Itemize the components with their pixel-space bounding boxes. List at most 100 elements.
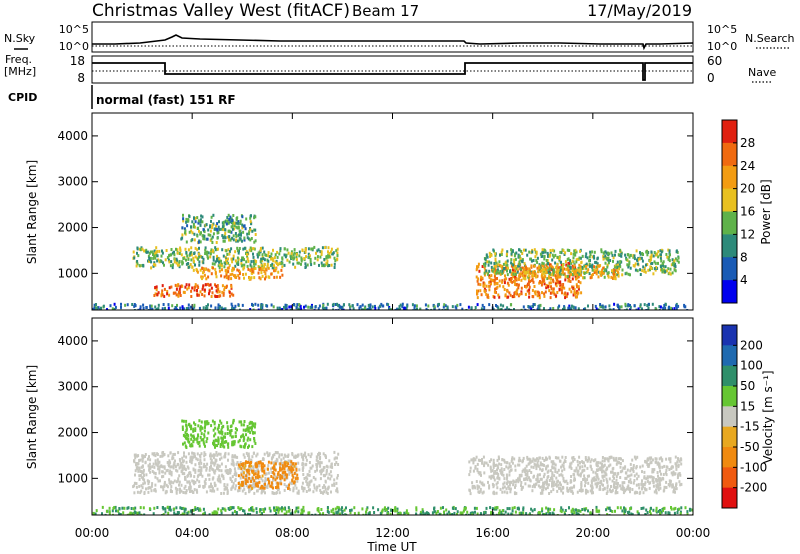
velocity-colorbar-tick-label: 15	[740, 399, 755, 413]
power-colorbar-tick-label: 24	[740, 159, 755, 173]
power-colorbar-segment	[722, 165, 737, 190]
time-axis-tick-label: 12:00	[375, 526, 410, 540]
velocity-colorbar-tick-label: -200	[740, 481, 767, 495]
noise-tick-top-right: 10^5	[707, 23, 737, 36]
power-colorbar-segment	[722, 234, 737, 258]
velocity-ytick-label: 4000	[57, 334, 88, 348]
date-label: 17/May/2019	[587, 1, 692, 20]
time-axis-tick-label: 16:00	[475, 526, 510, 540]
time-axis-title: Time UT	[366, 540, 417, 554]
velocity-colorbar-segment	[722, 325, 737, 346]
power-colorbar-segment	[722, 211, 737, 235]
nsearch-label: N.Search	[745, 32, 795, 45]
power-colorbar-label: Power [dB]	[759, 179, 773, 244]
power-region-7	[518, 264, 620, 281]
velocity-colorbar-tick-label: 200	[740, 338, 763, 352]
power-panel: 1000 2000 3000 4000 Slant Range [km] 4 8 12 16…	[25, 112, 773, 311]
power-colorbar-segment	[722, 120, 737, 144]
nsky-label: N.Sky	[4, 32, 36, 45]
power-colorbar: 4 8 12 16 20 24 28	[721, 119, 755, 304]
power-region-4	[192, 266, 284, 281]
nsky-trace	[92, 34, 694, 51]
power-ytick-label: 2000	[57, 221, 88, 235]
velocity-colorbar-segment	[722, 447, 737, 468]
velocity-colorbar-tick-label: -15	[740, 420, 760, 434]
velocity-colorbar-tick-label: 100	[740, 359, 763, 373]
velocity-colorbar-tick-label: -50	[740, 440, 760, 454]
velocity-region-4	[468, 455, 683, 496]
noise-tick-bottom-right: 10^0	[707, 40, 737, 53]
velocity-colorbar-segment	[722, 365, 737, 387]
power-panel-frame	[91, 112, 694, 311]
velocity-colorbar-segment	[722, 345, 737, 367]
power-colorbar-tick-label: 20	[740, 182, 755, 196]
nave-tick-top: 60	[707, 54, 722, 68]
power-colorbar-tick-label: 16	[740, 205, 755, 219]
noise-tick-top-left: 10^5	[59, 23, 89, 36]
power-y-axis: 1000 2000 3000 4000	[57, 129, 693, 280]
time-axis-tick-label: 04:00	[175, 526, 210, 540]
velocity-ylabel: Slant Range [km]	[25, 365, 39, 469]
noise-panel: N.Sky 10^5 10^0 10^5 10^0 N.Search	[4, 21, 795, 53]
power-region-2	[153, 282, 235, 298]
power-colorbar-segment	[722, 188, 737, 212]
velocity-panel: 1000 2000 3000 4000 Slant Range [km] 200 100…	[25, 317, 775, 516]
velocity-colorbar: 200 100 50 15 -15 -50 -100 -200	[721, 324, 767, 509]
time-axis-tick-label: 00:00	[676, 526, 711, 540]
velocity-y-axis: 1000 2000 3000 4000	[57, 334, 693, 485]
noise-tick-bottom-left: 10^0	[59, 40, 89, 53]
velocity-colorbar-segment	[722, 386, 737, 407]
power-scatter	[92, 213, 691, 310]
velocity-region-0	[92, 505, 693, 515]
figure-title: Christmas Valley West (fitACF)	[92, 1, 350, 21]
frequency-trace	[92, 62, 693, 81]
power-ytick-label: 1000	[57, 266, 88, 280]
nave-label: Nave	[748, 66, 776, 79]
power-x-ticks	[91, 113, 694, 310]
noise-panel-frame	[91, 21, 694, 53]
power-ylabel: Slant Range [km]	[25, 160, 39, 264]
nave-tick-bottom: 0	[707, 71, 715, 85]
velocity-colorbar-frame	[721, 324, 738, 509]
freq-tick-top: 18	[70, 54, 85, 68]
beam-label: Beam 17	[352, 2, 419, 20]
frequency-panel: Freq. [MHz] 18 8 60 0 Nave	[4, 53, 776, 85]
power-colorbar-segment	[722, 280, 737, 304]
power-colorbar-tick-label: 12	[740, 227, 755, 241]
velocity-colorbar-tick-label: -100	[740, 460, 767, 474]
velocity-region-3	[237, 460, 299, 490]
power-region-0	[92, 302, 691, 310]
power-colorbar-tick-label: 4	[740, 273, 748, 287]
velocity-colorbar-segment	[722, 426, 737, 448]
time-axis-tick-label: 08:00	[275, 526, 310, 540]
freq-tick-bottom: 8	[77, 71, 85, 85]
cpid-label: CPID	[8, 91, 37, 104]
freq-label-2: [MHz]	[4, 65, 36, 78]
velocity-ytick-label: 1000	[57, 471, 88, 485]
power-ytick-label: 3000	[57, 175, 88, 189]
velocity-colorbar-label: Velocity [m s⁻¹]	[761, 370, 775, 463]
power-colorbar-segment	[722, 142, 737, 167]
time-axis-tick-label: 00:00	[75, 526, 110, 540]
velocity-region-1	[132, 450, 340, 495]
velocity-colorbar-segment	[722, 406, 737, 428]
power-colorbar-tick-label: 28	[740, 136, 755, 150]
cpid-text: normal (fast) 151 RF	[96, 93, 236, 107]
frequency-panel-frame	[91, 55, 694, 84]
power-colorbar-segment	[722, 257, 737, 281]
power-colorbar-tick-label: 8	[740, 250, 748, 264]
velocity-x-ticks	[91, 318, 694, 515]
velocity-scatter	[92, 418, 693, 515]
power-region-6	[482, 248, 680, 277]
velocity-colorbar-segment	[722, 467, 737, 489]
velocity-colorbar-segment	[722, 487, 737, 509]
power-region-3	[180, 213, 257, 245]
power-region-1	[132, 245, 339, 270]
velocity-ytick-label: 3000	[57, 380, 88, 394]
time-axis-tick-label: 20:00	[576, 526, 611, 540]
velocity-ytick-label: 2000	[57, 426, 88, 440]
power-ytick-label: 4000	[57, 129, 88, 143]
freq-label-1: Freq.	[5, 53, 32, 66]
velocity-region-2	[181, 418, 257, 449]
